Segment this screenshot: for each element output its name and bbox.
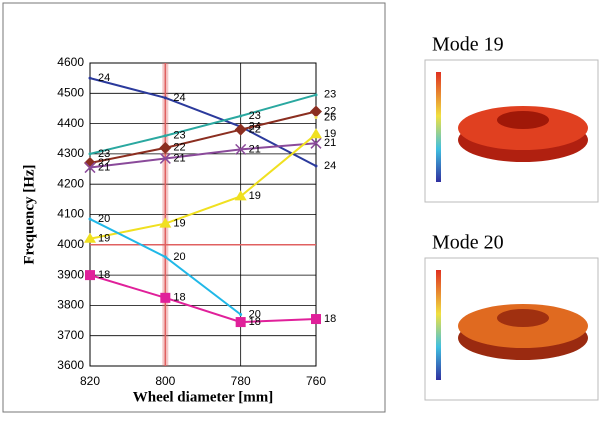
marker [160, 293, 170, 303]
y-tick-label: 4500 [57, 85, 84, 99]
y-tick-label: 3900 [57, 267, 84, 281]
y-tick-label: 4000 [57, 237, 84, 251]
marker [315, 165, 318, 168]
point-label: 18 [249, 316, 261, 328]
y-tick-label: 3800 [57, 298, 84, 312]
panel-title: Mode 20 [432, 232, 504, 254]
point-label: 23 [173, 130, 185, 142]
marker [239, 115, 242, 118]
y-axis-label: Frequency [Hz] [21, 164, 37, 264]
point-label: 20 [173, 251, 185, 263]
marker [164, 255, 167, 258]
marker [89, 77, 92, 80]
marker [164, 134, 167, 137]
point-label: 23 [324, 89, 336, 101]
x-tick-label: 780 [231, 374, 251, 388]
marker [236, 317, 246, 327]
marker [89, 152, 92, 155]
point-label: 18 [324, 313, 336, 325]
y-tick-label: 3700 [57, 328, 84, 342]
marker [315, 116, 318, 119]
colorbar [436, 270, 441, 380]
page: {"chart_data": {"type": "line", "xlabel"… [0, 0, 613, 417]
y-tick-label: 4200 [57, 176, 84, 190]
wheel-hub [497, 309, 549, 327]
panel-title: Mode 19 [432, 34, 504, 56]
marker [315, 93, 318, 96]
point-label: 21 [173, 152, 185, 164]
point-label: 19 [98, 233, 110, 245]
point-label: 23 [249, 110, 261, 122]
marker [311, 314, 321, 324]
colorbar [436, 72, 441, 182]
x-tick-label: 820 [80, 374, 100, 388]
point-label: 20 [98, 213, 110, 225]
point-label: 19 [173, 217, 185, 229]
x-tick-label: 760 [306, 374, 326, 388]
y-tick-label: 4600 [57, 55, 84, 69]
point-label: 21 [249, 143, 261, 155]
mode-panel: Mode 19 Mode 20 [425, 34, 598, 400]
marker [89, 218, 92, 221]
point-label: 19 [324, 128, 336, 140]
x-tick-label: 800 [155, 374, 175, 388]
point-label: 24 [324, 160, 336, 172]
point-label: 19 [249, 190, 261, 202]
marker [239, 313, 242, 316]
point-label: 26 [324, 111, 336, 123]
point-label: 22 [249, 124, 261, 136]
x-axis-label: Wheel diameter [mm] [133, 389, 274, 405]
point-label: 18 [98, 269, 110, 281]
y-tick-label: 4100 [57, 207, 84, 221]
point-label: 21 [98, 161, 110, 173]
y-tick-label: 4300 [57, 146, 84, 160]
wheel-hub [497, 111, 549, 129]
y-tick-label: 4400 [57, 116, 84, 130]
marker [85, 270, 95, 280]
point-label: 24 [173, 92, 185, 104]
point-label: 18 [173, 292, 185, 304]
figure: 3600 3700 3800 3900 4000 4100 4200 4300 4400 4500… [0, 0, 613, 417]
point-label: 24 [98, 72, 110, 84]
marker [164, 96, 167, 99]
y-tick-label: 3600 [57, 358, 84, 372]
